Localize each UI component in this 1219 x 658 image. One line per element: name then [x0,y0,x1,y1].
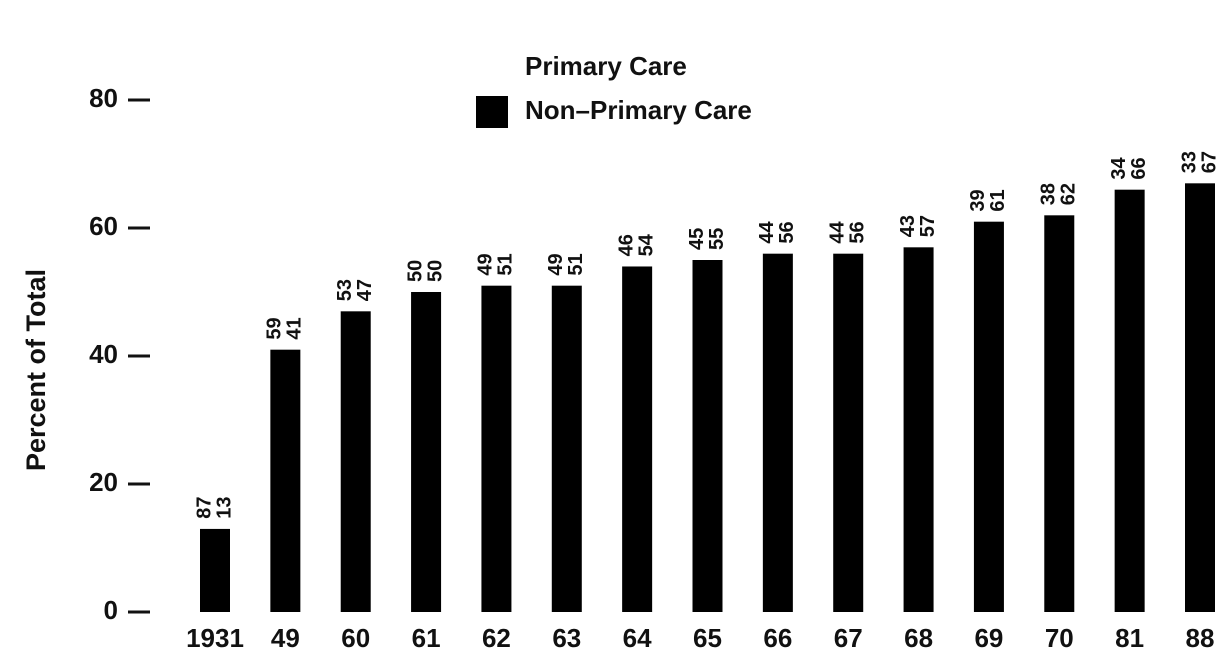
bar [551,285,582,612]
value-label: 59 [264,317,286,339]
x-tick-label: 49 [271,623,300,653]
plot-area [200,4,1215,612]
value-label: 56 [846,221,868,243]
y-tick-label: 40 [89,339,118,369]
legend-swatch [476,96,508,128]
bar [622,266,653,612]
value-label: 51 [565,253,587,275]
value-label: 55 [706,228,728,250]
bar [1114,189,1145,612]
bar [692,4,723,260]
bar [903,247,934,612]
value-label: 34 [1108,156,1130,179]
value-label: 45 [686,228,708,250]
bar [270,349,301,612]
x-tick-label: 64 [623,623,652,653]
value-label: 50 [404,260,426,282]
x-tick-label: 65 [693,623,722,653]
x-tick-label: 67 [834,623,863,653]
legend-swatch [476,52,508,84]
value-label: 61 [987,189,1009,211]
value-label: 62 [1058,183,1080,205]
bar [340,4,371,312]
value-label: 44 [826,220,848,243]
bar [1114,4,1145,190]
y-tick-label: 20 [89,467,118,497]
value-label: 44 [756,220,778,243]
bar [1185,183,1215,612]
bar [692,260,723,612]
x-tick-label: 62 [482,623,511,653]
x-tick-label: 81 [1115,623,1144,653]
value-label: 46 [615,234,637,256]
bar [270,4,301,350]
value-label: 49 [475,253,497,275]
value-label: 33 [1178,151,1200,173]
bar [200,4,230,529]
value-label: 57 [917,215,939,237]
bar [973,4,1004,222]
value-label: 54 [635,233,657,256]
bar [411,4,442,292]
x-tick-label: 69 [974,623,1003,653]
bar [973,221,1004,612]
x-tick-label: 63 [552,623,581,653]
value-label: 87 [193,497,215,519]
y-tick-label: 80 [89,83,118,113]
x-tick-label: 60 [341,623,370,653]
y-tick-label: 0 [104,595,118,625]
x-tick-label: 61 [412,623,441,653]
bar [833,4,864,254]
x-tick-label: 66 [763,623,792,653]
x-tick-label: 70 [1045,623,1074,653]
bar [481,4,512,286]
value-label: 43 [897,215,919,237]
legend-label: Non–Primary Care [525,95,752,125]
value-label: 51 [495,253,517,275]
y-tick-label: 60 [89,211,118,241]
bar [762,253,793,612]
bar [1185,4,1215,184]
bar [1044,4,1075,216]
value-label: 56 [776,221,798,243]
value-label: 47 [354,279,376,301]
y-axis-label: Percent of Total [21,269,51,471]
value-label: 41 [284,317,306,339]
bar [622,4,653,267]
value-label: 38 [1038,183,1060,205]
x-tick-label: 68 [904,623,933,653]
value-label: 66 [1128,157,1150,179]
value-label: 49 [545,253,567,275]
bar [411,292,442,612]
legend-label: Primary Care [525,51,687,81]
value-label: 53 [334,279,356,301]
value-label: 13 [213,497,235,519]
bar [1044,215,1075,612]
bar [551,4,582,286]
bar [833,253,864,612]
bar [481,285,512,612]
bar [903,4,934,248]
value-label: 50 [424,260,446,282]
x-tick-label: 1931 [186,623,244,653]
x-tick-label: 88 [1186,623,1215,653]
value-label: 67 [1198,151,1219,173]
bar [762,4,793,254]
value-label: 39 [967,189,989,211]
bar [340,311,371,612]
bar [200,528,230,612]
